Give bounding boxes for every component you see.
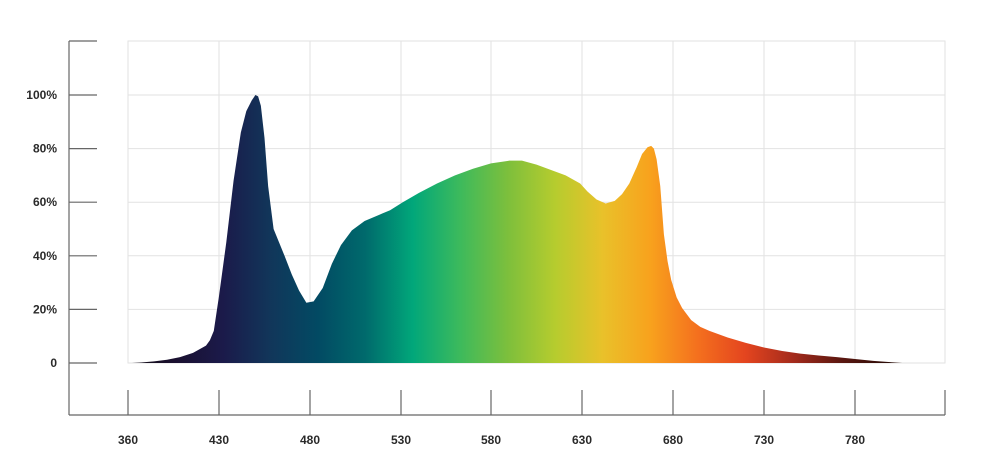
x-tick-label: 430: [209, 433, 229, 447]
x-tick-label: 680: [663, 433, 683, 447]
spectrum-area-series: [131, 95, 903, 363]
y-tick-label: 20%: [33, 302, 57, 316]
y-tick-label: 0: [50, 356, 57, 370]
x-tick-label: 580: [481, 433, 501, 447]
y-tick-label: 80%: [33, 142, 57, 156]
axes: [68, 40, 946, 416]
x-tick-label: 360: [118, 433, 138, 447]
y-tick-label: 100%: [26, 88, 57, 102]
x-tick-label: 780: [845, 433, 865, 447]
x-tick-label: 480: [300, 433, 320, 447]
spectrum-area: [131, 95, 903, 363]
y-tick-labels: 0 20% 40% 60% 80% 100%: [26, 88, 57, 370]
x-tick-labels: 360 430 480 530 580 630 680 730 780: [118, 433, 865, 447]
y-tick-label: 40%: [33, 249, 57, 263]
x-tick-label: 730: [754, 433, 774, 447]
y-tick-label: 60%: [33, 195, 57, 209]
x-tick-label: 530: [391, 433, 411, 447]
x-tick-label: 630: [572, 433, 592, 447]
